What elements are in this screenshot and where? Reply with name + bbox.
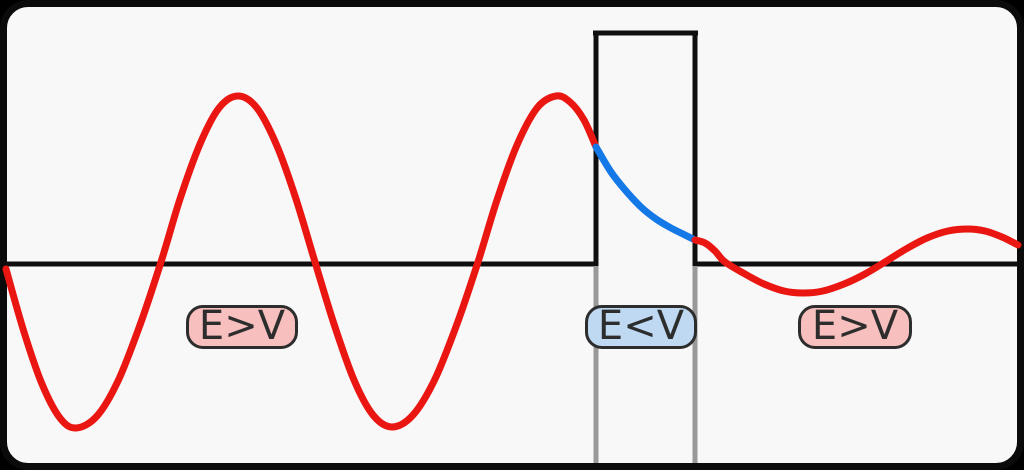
region-label-text: E>V: [811, 303, 899, 349]
evanescent-wave-path: [592, 143, 699, 244]
incident-wave-path: [2, 92, 600, 432]
region-label-transmitted-e-greater-v: E>V: [798, 305, 912, 349]
transmitted-wave-path: [691, 225, 1022, 297]
region-label-barrier-e-less-v: E<V: [585, 305, 697, 349]
region-label-text: E>V: [198, 303, 286, 349]
region-label-text: E<V: [597, 303, 685, 349]
region-label-incident-e-greater-v: E>V: [186, 305, 298, 349]
